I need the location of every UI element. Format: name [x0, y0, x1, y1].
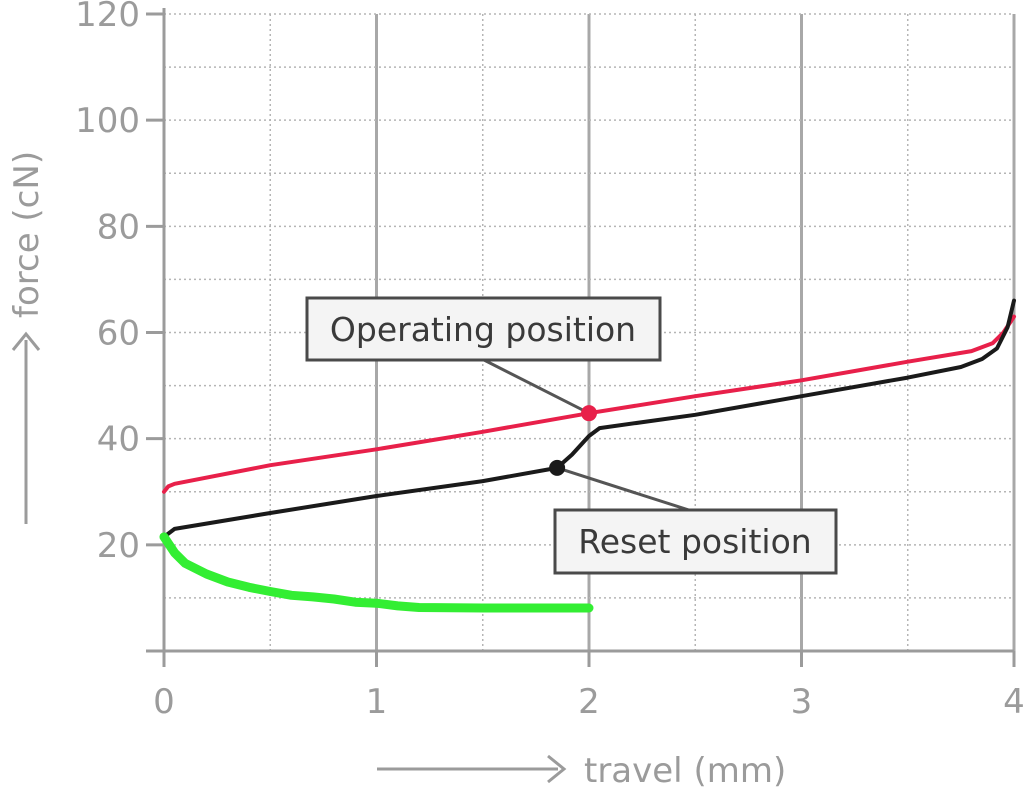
y-axis-title-group: force (cN)	[7, 151, 47, 524]
y-tick-label: 80	[97, 207, 140, 247]
release-curve	[159, 532, 594, 613]
x-tick-label: 3	[791, 682, 813, 722]
x-tick-label: 1	[366, 682, 388, 722]
reset-position-label: Reset position	[578, 522, 811, 561]
x-tick-label: 0	[153, 682, 175, 722]
tick-labels: 20 40 60 80 100 120 0 1 2 3 4	[75, 0, 1024, 722]
y-tick-label: 100	[75, 101, 140, 141]
operating-position-leader	[483, 358, 590, 415]
operating-curve	[162, 314, 1016, 494]
x-axis-title: travel (mm)	[584, 751, 786, 788]
operating-position-callout: Operating position	[305, 296, 662, 362]
reset-position-marker	[549, 459, 566, 476]
reset-curve	[162, 298, 1016, 539]
y-tick-label: 40	[97, 420, 140, 460]
arrow-up-icon	[11, 331, 41, 351]
operating-position-label: Operating position	[330, 310, 636, 349]
y-tick-label: 60	[97, 314, 140, 354]
annotations: Operating position Reset position	[305, 296, 838, 575]
arrow-right-icon	[547, 754, 567, 784]
x-tick-label: 2	[578, 682, 600, 722]
y-tick-label: 120	[75, 0, 140, 35]
data-series	[159, 298, 1016, 613]
x-axis-title-group: travel (mm)	[377, 751, 786, 788]
x-tick-label: 4	[1003, 682, 1024, 722]
y-tick-label: 20	[97, 526, 140, 566]
operating-position-marker	[581, 405, 597, 422]
y-axis-title: force (cN)	[7, 151, 47, 318]
reset-position-callout: Reset position	[553, 508, 838, 575]
reset-position-leader	[556, 466, 696, 514]
